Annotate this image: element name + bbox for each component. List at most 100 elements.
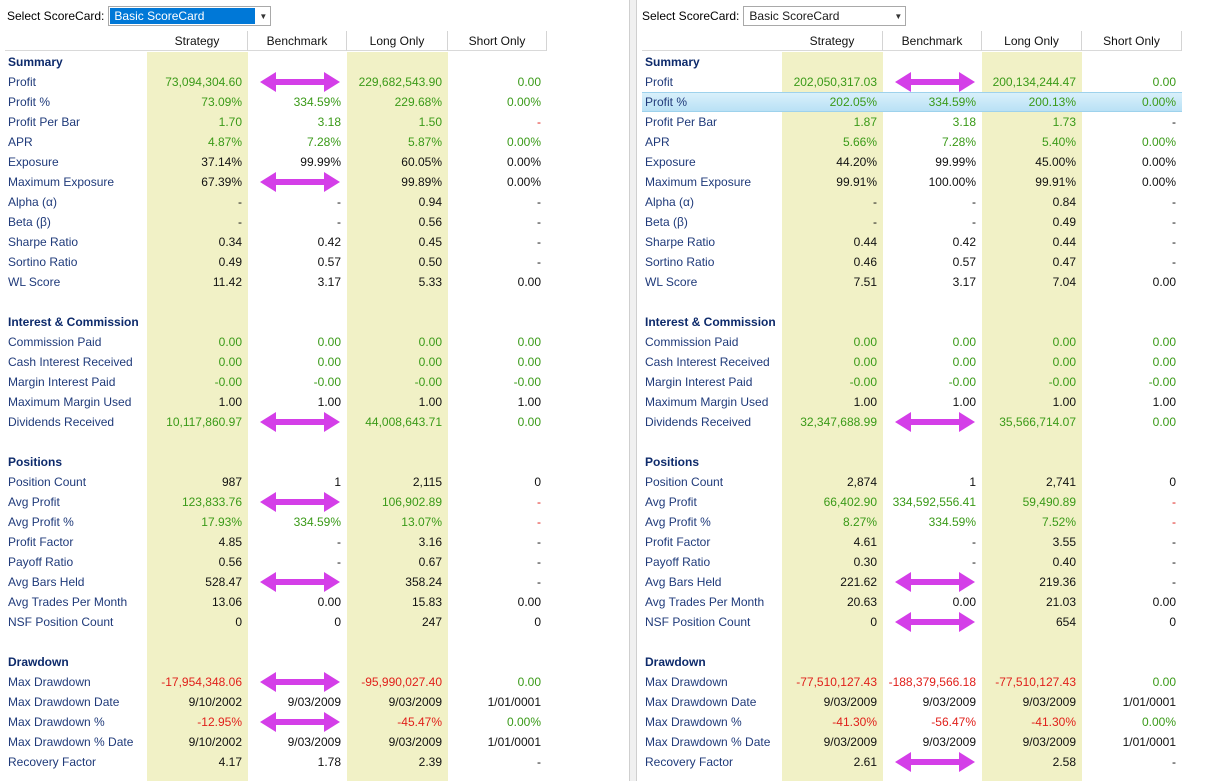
table-row[interactable]: Avg Profit % 17.93% 334.59% 13.07% - xyxy=(5,512,547,532)
table-row[interactable]: Alpha (α) - - 0.84 - xyxy=(642,192,1182,212)
table-row[interactable]: Avg Bars Held 221.62 219.36 - xyxy=(642,572,1182,592)
table-row[interactable]: Max Drawdown % Date 9/03/2009 9/03/2009 9/0… xyxy=(642,732,1182,752)
table-row[interactable]: Sortino Ratio 0.49 0.57 0.50 - xyxy=(5,252,547,272)
table-row[interactable]: WL Score 7.51 3.17 7.04 0.00 xyxy=(642,272,1182,292)
table-row[interactable]: Avg Trades Per Month 20.63 0.00 21.03 0.00 xyxy=(642,592,1182,612)
section-row[interactable]: Positions xyxy=(5,452,547,472)
table-row[interactable]: Margin Interest Paid -0.00 -0.00 -0.00 -0.00 xyxy=(642,372,1182,392)
table-row[interactable]: Max Drawdown -77,510,127.43 -188,379,566.1… xyxy=(642,672,1182,692)
section-header: Interest & Commission xyxy=(8,315,139,329)
header-strategy[interactable]: Strategy xyxy=(147,31,248,51)
table-row[interactable]: Maximum Margin Used 1.00 1.00 1.00 1.00 xyxy=(642,392,1182,412)
cell-short-only: 0 xyxy=(1169,615,1176,629)
cell-benchmark: 1.00 xyxy=(317,395,341,409)
table-row[interactable]: Avg Profit % 8.27% 334.59% 7.52% - xyxy=(642,512,1182,532)
header-strategy[interactable]: Strategy xyxy=(782,31,883,51)
table-row[interactable]: Beta (β) - - 0.49 - xyxy=(642,212,1182,232)
table-row[interactable]: Exposure 37.14% 99.99% 60.05% 0.00% xyxy=(5,152,547,172)
chevron-down-icon[interactable]: ▼ xyxy=(259,11,268,21)
section-row[interactable]: Interest & Commission xyxy=(5,312,547,332)
table-row[interactable]: Payoff Ratio 0.56 - 0.67 - xyxy=(5,552,547,572)
table-row[interactable]: Profit 202,050,317.03 200,134,244.47 0.00 xyxy=(642,72,1182,92)
table-row[interactable]: Recovery Factor 4.17 1.78 2.39 - xyxy=(5,752,547,772)
table-row[interactable]: Avg Profit 123,833.76 106,902.89 - xyxy=(5,492,547,512)
table-row[interactable]: Recovery Factor 2.61 2.58 - xyxy=(642,752,1182,772)
table-row[interactable]: Sortino Ratio 0.46 0.57 0.47 - xyxy=(642,252,1182,272)
header-short-only[interactable]: Short Only xyxy=(1082,31,1182,51)
table-row[interactable]: Profit Factor 4.85 - 3.16 - xyxy=(5,532,547,552)
table-row[interactable]: Dividends Received 32,347,688.99 35,566,71… xyxy=(642,412,1182,432)
header-short-only[interactable]: Short Only xyxy=(448,31,547,51)
table-row[interactable]: Max Drawdown % -12.95% -45.47% 0.00% xyxy=(5,712,547,732)
table-row[interactable]: Maximum Margin Used 1.00 1.00 1.00 1.00 xyxy=(5,392,547,412)
table-row[interactable]: Alpha (α) - - 0.94 - xyxy=(5,192,547,212)
cell-strategy: 0.00 xyxy=(218,355,242,369)
metric-label: Sharpe Ratio xyxy=(645,235,716,249)
table-row[interactable]: Avg Bars Held 528.47 358.24 - xyxy=(5,572,547,592)
table-row[interactable]: Profit Per Bar 1.87 3.18 1.73 - xyxy=(642,112,1182,132)
metric-label: APR xyxy=(8,135,33,149)
table-row[interactable]: NSF Position Count 0 0 247 0 xyxy=(5,612,547,632)
cell-long-only: 9/03/2009 xyxy=(1022,695,1076,709)
scorecard-dropdown-value[interactable]: Basic ScoreCard xyxy=(749,9,840,23)
chevron-down-icon[interactable]: ▼ xyxy=(894,11,903,21)
table-row[interactable]: APR 5.66% 7.28% 5.40% 0.00% xyxy=(642,132,1182,152)
table-row[interactable]: Maximum Exposure 99.91% 100.00% 99.91% 0.00% xyxy=(642,172,1182,192)
table-row[interactable]: Commission Paid 0.00 0.00 0.00 0.00 xyxy=(642,332,1182,352)
cell-benchmark: - xyxy=(972,195,976,209)
section-row[interactable]: Summary xyxy=(5,52,547,72)
table-row[interactable]: Profit % 73.09% 334.59% 229.68% 0.00% xyxy=(5,92,547,112)
table-row[interactable]: Position Count 2,874 1 2,741 0 xyxy=(642,472,1182,492)
table-row[interactable]: Profit Per Bar 1.70 3.18 1.50 - xyxy=(5,112,547,132)
header-long-only[interactable]: Long Only xyxy=(982,31,1082,51)
header-benchmark[interactable]: Benchmark xyxy=(883,31,982,51)
table-row[interactable]: Max Drawdown Date 9/03/2009 9/03/2009 9/03/… xyxy=(642,692,1182,712)
table-row[interactable]: Margin Interest Paid -0.00 -0.00 -0.00 -0.00 xyxy=(5,372,547,392)
table-row[interactable]: Exposure 44.20% 99.99% 45.00% 0.00% xyxy=(642,152,1182,172)
table-row[interactable]: Max Drawdown Date 9/10/2002 9/03/2009 9/03/… xyxy=(5,692,547,712)
table-row[interactable]: Cash Interest Received 0.00 0.00 0.00 0.00 xyxy=(642,352,1182,372)
scorecard-dropdown[interactable]: Basic ScoreCard ▼ xyxy=(108,6,272,26)
scorecard-dropdown-value[interactable]: Basic ScoreCard xyxy=(110,8,256,24)
table-row[interactable]: Cash Interest Received 0.00 0.00 0.00 0.00 xyxy=(5,352,547,372)
double-arrow-icon xyxy=(260,491,340,513)
scorecard-dropdown[interactable]: Basic ScoreCard ▼ xyxy=(743,6,907,26)
table-row[interactable]: Profit % 202.05% 334.59% 200.13% 0.00% xyxy=(642,92,1182,112)
table-row[interactable]: Sharpe Ratio 0.34 0.42 0.45 - xyxy=(5,232,547,252)
scorecard-selector: Select ScoreCard: Basic ScoreCard ▼ xyxy=(7,6,272,26)
double-arrow-icon xyxy=(895,71,975,93)
cell-benchmark: 9/03/2009 xyxy=(922,695,976,709)
table-row[interactable]: Payoff Ratio 0.30 - 0.40 - xyxy=(642,552,1182,572)
table-row[interactable]: Max Drawdown % Date 9/10/2002 9/03/2009 9/0… xyxy=(5,732,547,752)
cell-short-only: - xyxy=(537,195,541,209)
table-row[interactable]: Profit 73,094,304.60 229,682,543.90 0.00 xyxy=(5,72,547,92)
section-row[interactable]: Drawdown xyxy=(5,652,547,672)
cell-benchmark: 0.00 xyxy=(317,335,341,349)
table-row[interactable]: NSF Position Count 0 654 0 xyxy=(642,612,1182,632)
cell-benchmark xyxy=(248,712,347,732)
cell-long-only: 60.05% xyxy=(401,155,442,169)
section-row[interactable]: Interest & Commission xyxy=(642,312,1182,332)
table-row[interactable]: APR 4.87% 7.28% 5.87% 0.00% xyxy=(5,132,547,152)
table-row[interactable]: Dividends Received 10,117,860.97 44,008,64… xyxy=(5,412,547,432)
header-long-only[interactable]: Long Only xyxy=(347,31,448,51)
table-row[interactable]: Maximum Exposure 67.39% 99.89% 0.00% xyxy=(5,172,547,192)
cell-short-only: - xyxy=(537,235,541,249)
table-row[interactable]: Position Count 987 1 2,115 0 xyxy=(5,472,547,492)
table-row[interactable]: Avg Profit 66,402.90 334,592,556.41 59,490.… xyxy=(642,492,1182,512)
cell-long-only: -45.47% xyxy=(397,715,442,729)
section-row[interactable]: Positions xyxy=(642,452,1182,472)
table-row[interactable]: Commission Paid 0.00 0.00 0.00 0.00 xyxy=(5,332,547,352)
table-row[interactable]: Max Drawdown % -41.30% -56.47% -41.30% 0.00% xyxy=(642,712,1182,732)
table-row[interactable]: Beta (β) - - 0.56 - xyxy=(5,212,547,232)
panel-splitter[interactable] xyxy=(630,0,636,781)
table-row[interactable]: WL Score 11.42 3.17 5.33 0.00 xyxy=(5,272,547,292)
table-row[interactable]: Profit Factor 4.61 - 3.55 - xyxy=(642,532,1182,552)
header-benchmark[interactable]: Benchmark xyxy=(248,31,347,51)
section-row[interactable]: Drawdown xyxy=(642,652,1182,672)
table-row[interactable]: Sharpe Ratio 0.44 0.42 0.44 - xyxy=(642,232,1182,252)
table-row[interactable]: Avg Trades Per Month 13.06 0.00 15.83 0.00 xyxy=(5,592,547,612)
table-row[interactable]: Max Drawdown -17,954,348.06 -95,990,027.40… xyxy=(5,672,547,692)
section-row[interactable]: Summary xyxy=(642,52,1182,72)
cell-benchmark: 0.42 xyxy=(317,235,341,249)
